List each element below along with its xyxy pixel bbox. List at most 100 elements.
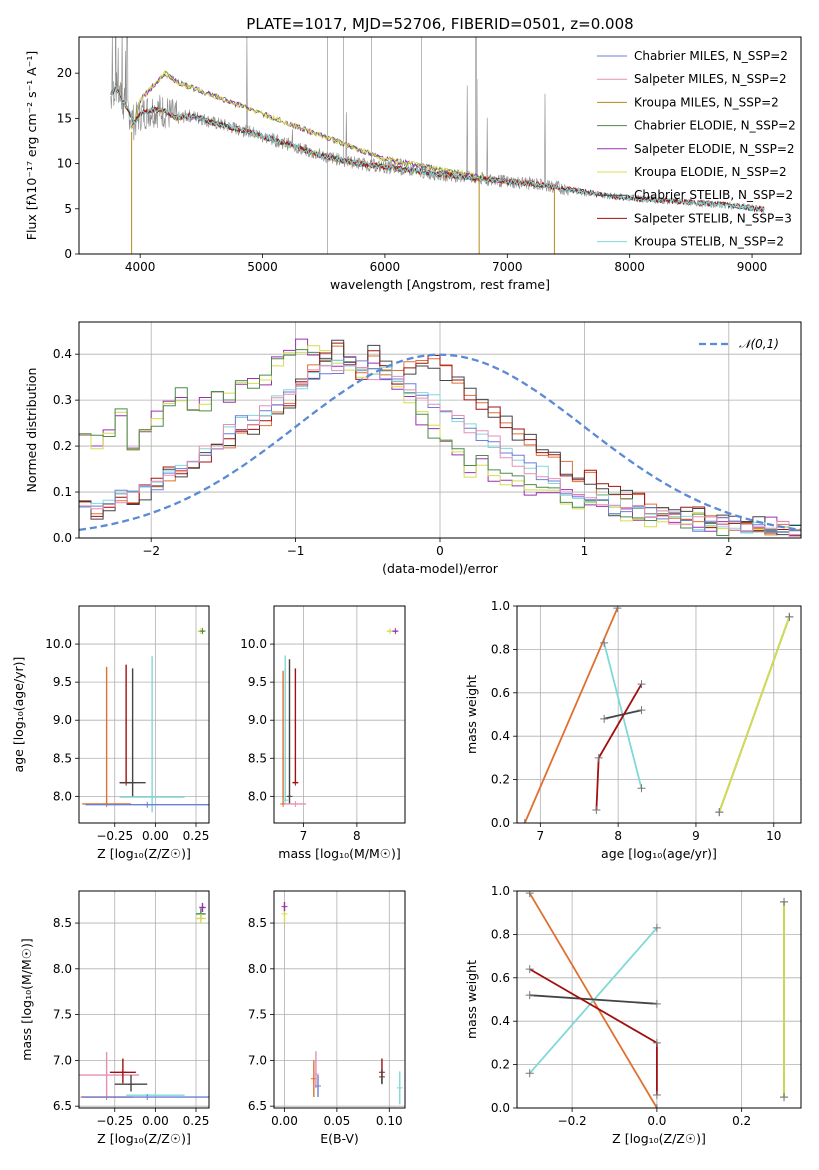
weight_vs_Z-marker-3-1 [652, 1038, 661, 1047]
figure-title: PLATE=1017, MJD=52706, FIBERID=0501, z=0… [246, 15, 633, 33]
weight_vs_Z-ytick-label: 0.8 [491, 927, 510, 941]
age_vs_Z-ylabel: age [log₁₀(age/yr)] [11, 657, 26, 773]
weight_vs_age-marker-0-0 [520, 819, 529, 823]
mass_vs_Z-point-2 [119, 1069, 126, 1076]
weight_vs_age-plot-area [520, 606, 794, 823]
mass_vs_ebv-point-7 [396, 1084, 403, 1091]
weight_vs_Z-ytick-label: 0.6 [491, 971, 510, 985]
age_vs_Z-point-6 [199, 628, 206, 635]
legend-label-1: Salpeter MILES, N_SSP=2 [634, 72, 787, 86]
legend-label-6: Chabrier STELIB, N_SSP=2 [634, 188, 793, 202]
age_vs_mass-ytick-label: 8.5 [248, 751, 267, 765]
age_vs_mass-axes-frame [273, 605, 406, 824]
weight_vs_Z-xtick-label: 0.2 [732, 1114, 751, 1128]
model-line-5 [129, 70, 484, 180]
spectrum-xtick-label: 7000 [492, 260, 523, 274]
age_vs_mass-xtick-label: 7 [300, 829, 308, 843]
weight_vs_age-xtick-label: 7 [537, 829, 545, 843]
weight_vs_Z-marker-1-1 [652, 923, 661, 932]
residual_hist-ytick-label: 0.2 [53, 439, 72, 453]
weight_vs_Z-marker-5-0 [780, 1093, 789, 1102]
spectrum-xlabel: wavelength [Angstrom, rest frame] [330, 277, 550, 292]
weight_vs_age-ytick-label: 1.0 [491, 599, 510, 613]
age_vs_mass-point-4 [292, 800, 299, 807]
weight_vs_age-marker-3-0 [592, 805, 601, 814]
weight_vs_Z-marker-3-2 [652, 1090, 661, 1099]
mass_vs_Z-ytick-label: 7.0 [53, 1053, 72, 1067]
residual_hist-plot-area [79, 322, 801, 538]
weight_vs_age-ytick-label: 0.6 [491, 686, 510, 700]
mass_vs_Z-ytick-label: 7.5 [53, 1008, 72, 1022]
mass_vs_ebv-plot-area [281, 901, 403, 1105]
residual_hist-xtick-label: 0 [436, 544, 444, 558]
spectrum-ytick-label: 15 [57, 111, 72, 125]
mass_vs_Z-point-7 [199, 904, 206, 911]
mass_vs_ebv-point-0 [281, 910, 288, 917]
weight_vs_Z-marker-2-0 [525, 991, 534, 1000]
mass_vs_ebv-ytick-label: 7.5 [248, 1008, 267, 1022]
spectrum-ytick-label: 20 [57, 66, 72, 80]
age_vs_Z-plot-area [82, 628, 209, 813]
spectrum-ytick-label: 5 [64, 202, 72, 216]
age_vs_Z-ytick-label: 9.5 [53, 675, 72, 689]
residual_hist-ytick-label: 0.0 [53, 531, 72, 545]
weight_vs_age-ylabel: mass weight [464, 675, 479, 754]
weight_vs_Z-xlabel: Z [log₁₀(Z/Z☉)] [612, 1131, 706, 1146]
legend-label-2: Kroupa MILES, N_SSP=2 [634, 95, 779, 109]
weight_vs_Z-xtick-label: 0.0 [647, 1114, 666, 1128]
mass_vs_ebv-ytick-label: 8.0 [248, 962, 267, 976]
mass_vs_Z-ytick-label: 6.5 [53, 1099, 72, 1113]
weight_vs_age-marker-3-2 [637, 680, 646, 689]
age_vs_Z-axes-frame [78, 605, 210, 824]
age_vs_mass-xtick-label: 8 [353, 829, 361, 843]
residual_hist-ytick-label: 0.1 [53, 485, 72, 499]
histogram-step-2-2 [79, 364, 801, 537]
mass_vs_Z-point-5 [144, 1094, 151, 1101]
mass_vs_ebv-point-3 [312, 1071, 319, 1078]
spectrum-ytick-label: 10 [57, 157, 72, 171]
mass_vs_ebv-xlabel: E(B-V) [320, 1131, 359, 1146]
weight_vs_Z-line-1 [529, 927, 658, 1074]
age_vs_mass-point-1 [282, 797, 289, 804]
spectrum-plot-area [110, 37, 765, 254]
age_vs_mass-plot-area [280, 628, 399, 807]
mass_vs_Z-point-1 [103, 1072, 110, 1079]
mass_vs_ebv-ytick-label: 8.5 [248, 916, 267, 930]
weight_vs_Z-plot-area [525, 891, 789, 1108]
mass_vs_Z-plot-area [79, 902, 209, 1101]
weight_vs_Z-marker-3-0 [525, 965, 534, 974]
weight_vs_Z-marker-0-1 [652, 1104, 661, 1108]
mass_vs_ebv-ytick-label: 6.5 [248, 1099, 267, 1113]
weight_vs_age-marker-1-0 [600, 638, 609, 647]
weight_vs_age-line-0 [523, 607, 619, 823]
mass_vs_ebv-xtick-label: 0.05 [324, 1114, 351, 1128]
legend-label-8: Kroupa STELIB, N_SSP=2 [634, 235, 784, 249]
mass_vs_ebv-point-6 [378, 1073, 385, 1080]
residual_hist-xtick-label: −2 [142, 544, 160, 558]
age_vs_mass-ytick-label: 9.0 [248, 713, 267, 727]
weight_vs_age-marker-2-1 [637, 706, 646, 715]
weight_vs_Z-ytick-label: 1.0 [491, 884, 510, 898]
weight_vs_age-xtick-label: 9 [692, 829, 700, 843]
weight_vs_age-marker-0-1 [613, 606, 622, 613]
age_vs_mass-point-2 [286, 793, 293, 800]
age_vs_Z-xlabel: Z [log₁₀(Z/Z☉)] [97, 846, 191, 861]
weight_vs_Z-marker-2-1 [652, 999, 661, 1008]
age_vs_Z-point-3 [149, 794, 156, 801]
weight_vs_age-marker-1-1 [637, 784, 646, 793]
residual_hist-xtick-label: 2 [725, 544, 733, 558]
age_vs_Z-point-4 [144, 801, 151, 808]
mass_vs_Z-xlabel: Z [log₁₀(Z/Z☉)] [97, 1131, 191, 1146]
weight_vs_age-ytick-label: 0.2 [491, 773, 510, 787]
age_vs_Z-xtick-label: 0.25 [183, 829, 210, 843]
spectrum-ytick-label: 0 [64, 247, 72, 261]
weight_vs_Z-marker-0-0 [525, 891, 534, 898]
weight_vs_Z-ylabel: mass weight [464, 960, 479, 1039]
age_vs_mass-ytick-label: 8.0 [248, 789, 267, 803]
mass_vs_ebv-ytick-label: 7.0 [248, 1053, 267, 1067]
age_vs_Z-ytick-label: 10.0 [45, 637, 72, 651]
mass_vs_Z-xtick-label: 0.25 [183, 1114, 210, 1128]
weight_vs_age-ytick-label: 0.8 [491, 642, 510, 656]
weight_vs_age-xtick-label: 10 [766, 829, 781, 843]
residual_hist-xtick-label: 1 [581, 544, 589, 558]
